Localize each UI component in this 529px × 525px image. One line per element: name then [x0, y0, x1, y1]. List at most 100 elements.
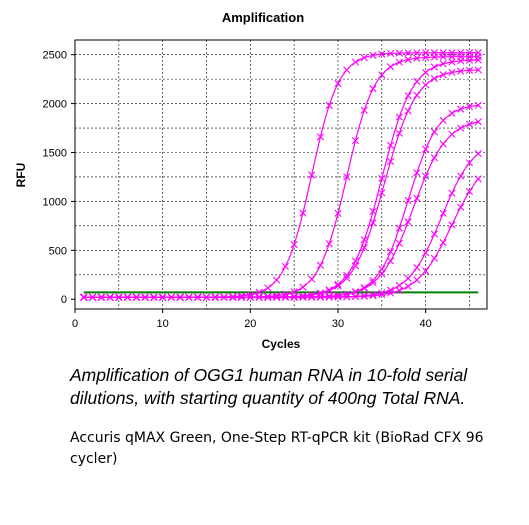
data-point-marker: [264, 284, 272, 292]
data-point-marker: [413, 194, 421, 202]
data-point-marker: [106, 293, 114, 301]
data-point-marker: [457, 67, 465, 75]
data-point-marker: [457, 203, 465, 211]
data-point-marker: [448, 68, 456, 77]
figure-caption: Amplification of OGG1 human RNA in 10-fo…: [70, 365, 468, 408]
data-point-marker: [457, 124, 465, 132]
data-point-marker: [404, 274, 412, 282]
data-point-marker: [220, 293, 228, 301]
data-point-marker: [299, 292, 307, 300]
data-point-marker: [422, 53, 430, 62]
data-point-marker: [316, 261, 325, 269]
data-point-marker: [448, 58, 456, 66]
data-point-marker: [422, 172, 430, 180]
x-axis-label: Cycles: [262, 337, 301, 351]
x-tick-label: 10: [157, 318, 169, 330]
data-point-marker: [413, 276, 421, 284]
data-point-marker: [281, 293, 289, 301]
data-point-marker: [378, 189, 386, 197]
amplification-curves: [80, 49, 482, 301]
data-point-marker: [378, 174, 386, 183]
y-tick-label: 1000: [43, 196, 67, 208]
data-point-marker: [395, 129, 403, 137]
data-point-marker: [290, 293, 298, 301]
data-point-marker: [246, 293, 254, 301]
data-point-marker: [430, 154, 438, 162]
data-point-marker: [360, 292, 368, 300]
data-point-marker: [413, 49, 421, 57]
data-point-marker: [308, 171, 316, 179]
amplification-curve-4: [80, 66, 482, 301]
data-point-marker: [325, 101, 333, 110]
data-point-marker: [413, 54, 421, 62]
data-point-marker: [430, 128, 438, 136]
data-point-marker: [325, 293, 333, 301]
data-point-marker: [360, 244, 368, 252]
data-point-marker: [299, 293, 307, 301]
data-point-marker: [229, 293, 237, 301]
data-point-marker: [474, 149, 482, 158]
data-point-marker: [334, 79, 342, 88]
data-point-marker: [404, 92, 412, 100]
data-point-marker: [150, 293, 158, 301]
data-point-marker: [448, 189, 456, 197]
data-point-marker: [448, 130, 456, 138]
data-point-marker: [237, 292, 246, 300]
amplification-curve-1: [80, 49, 482, 301]
y-tick-label: 1500: [43, 147, 67, 159]
data-point-marker: [395, 286, 403, 294]
data-point-marker: [369, 291, 377, 299]
data-point-marker: [430, 254, 438, 262]
x-tick-label: 40: [420, 318, 432, 330]
data-point-marker: [378, 291, 386, 299]
data-point-marker: [343, 173, 351, 181]
y-tick-label: 2500: [43, 50, 67, 62]
data-point-marker: [404, 56, 412, 64]
data-point-marker: [422, 249, 430, 257]
data-point-marker: [395, 49, 403, 57]
data-point-marker: [369, 279, 377, 287]
data-point-marker: [386, 248, 395, 256]
data-point-marker: [457, 105, 465, 113]
data-point-marker: [202, 293, 211, 301]
data-point-marker: [343, 66, 351, 74]
data-point-marker: [369, 219, 377, 227]
data-point-marker: [80, 293, 88, 301]
data-point-marker: [474, 66, 482, 74]
data-point-marker: [369, 51, 377, 59]
data-point-marker: [465, 103, 474, 111]
data-point-marker: [430, 230, 438, 238]
data-point-marker: [378, 270, 386, 278]
data-point-marker: [334, 209, 342, 217]
data-point-marker: [369, 292, 377, 300]
data-point-marker: [386, 49, 395, 58]
curve-line: [83, 121, 479, 298]
amplification-curve-7: [80, 149, 482, 301]
y-tick-label: 2000: [43, 99, 67, 111]
amplification-chart: Amplification 0 10 20 30 40 0 500 1000 1500 2000…: [14, 10, 488, 351]
data-point-marker: [465, 66, 474, 74]
data-point-marker: [448, 221, 456, 229]
data-point-marker: [115, 293, 123, 301]
amplification-curve-8: [80, 175, 482, 301]
data-point-marker: [439, 71, 447, 79]
data-point-marker: [465, 187, 474, 196]
data-point-marker: [465, 56, 474, 64]
data-point-marker: [141, 293, 149, 301]
data-point-marker: [264, 293, 272, 301]
data-point-marker: [413, 263, 421, 272]
data-point-marker: [430, 74, 438, 83]
data-point-marker: [360, 284, 368, 292]
data-point-marker: [413, 169, 421, 177]
data-point-marker: [88, 293, 97, 301]
data-point-marker: [457, 172, 465, 180]
data-point-marker: [474, 118, 482, 126]
data-point-marker: [211, 293, 219, 301]
data-point-marker: [167, 293, 176, 301]
data-point-marker: [378, 71, 386, 79]
data-point-marker: [124, 293, 132, 301]
data-point-marker: [430, 53, 438, 61]
data-point-marker: [404, 107, 412, 115]
data-point-marker: [395, 58, 403, 66]
data-point-marker: [316, 293, 325, 301]
